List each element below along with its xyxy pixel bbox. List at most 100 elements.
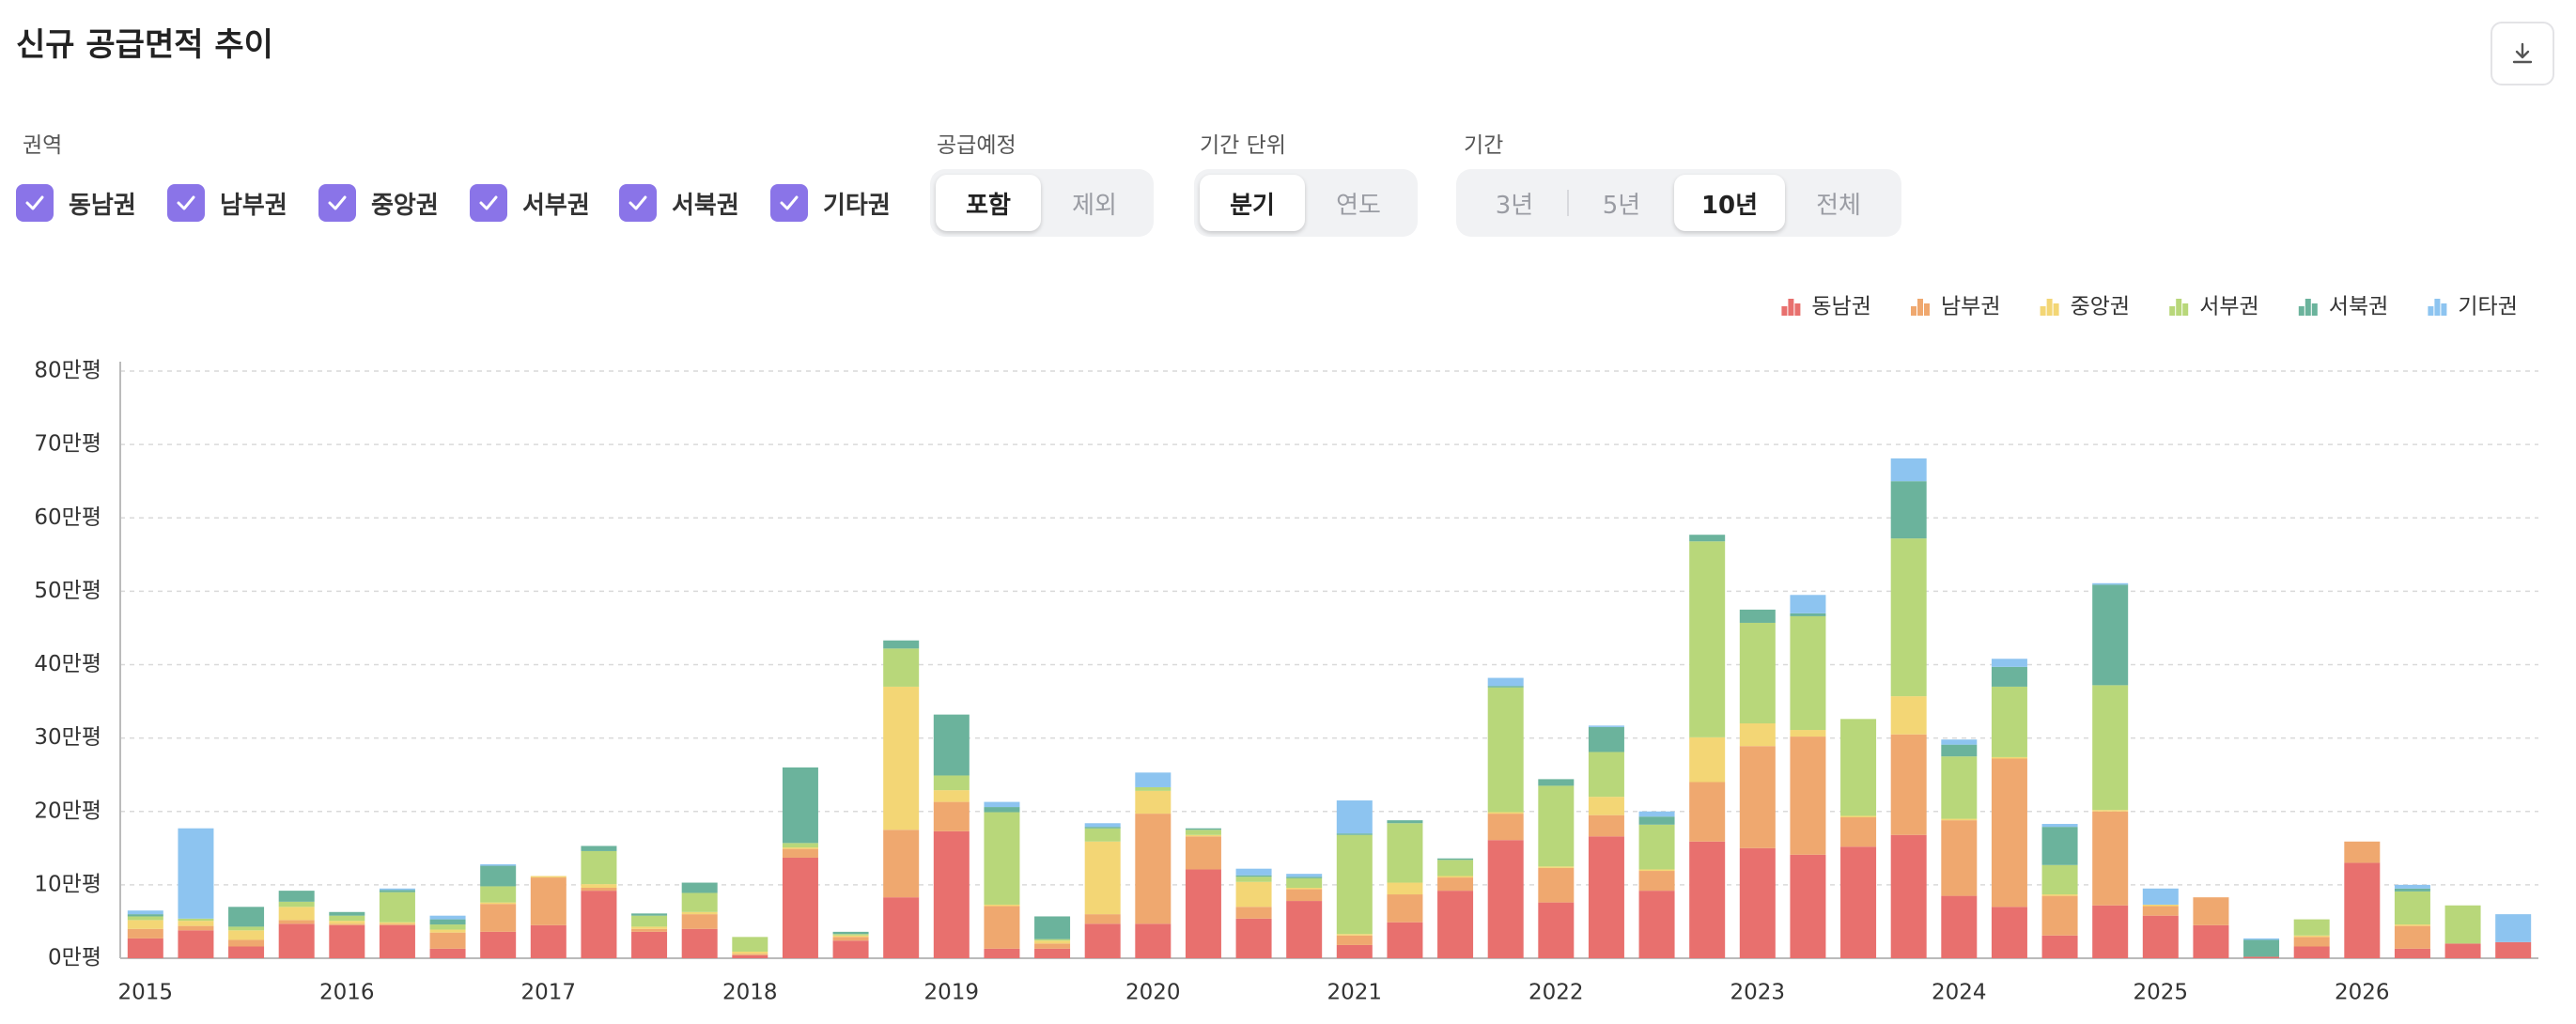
toggle-option[interactable]: 연도 — [1336, 191, 1381, 220]
bar-segment — [2293, 946, 2330, 958]
checkbox[interactable] — [167, 184, 205, 222]
x-tick-label: 2022 — [1529, 981, 1584, 1005]
legend-item — [2428, 299, 2447, 316]
bar-segment — [1034, 943, 1071, 949]
bar-segment — [127, 916, 163, 921]
bar-segment — [1084, 914, 1121, 924]
x-tick-label: 2015 — [118, 981, 174, 1005]
bar-segment — [581, 850, 617, 885]
toggle-option[interactable]: 3년 — [1495, 191, 1534, 220]
check-icon — [479, 195, 498, 210]
bar-segment — [127, 914, 163, 917]
bar-segment — [1588, 725, 1624, 727]
x-tick-label: 2023 — [1730, 981, 1786, 1005]
toggle-option[interactable]: 제외 — [1072, 191, 1117, 220]
bar-segment — [429, 924, 466, 930]
bar-segment — [1739, 609, 1776, 623]
checkbox-label: 중앙권 — [371, 191, 439, 220]
bar-segment — [1840, 719, 1877, 816]
legend-icon — [2182, 303, 2189, 316]
bar-segment — [278, 920, 315, 924]
region-checkbox[interactable]: 남부권 — [167, 184, 287, 222]
bar-segment — [1790, 615, 1826, 731]
bar-segment — [1387, 882, 1423, 895]
bar-segment — [1790, 730, 1826, 737]
bar-segment — [1890, 696, 1927, 735]
period-toggle: 3년 5년 10년 전체 — [1456, 169, 1901, 237]
region-checkbox[interactable]: 서북권 — [619, 184, 739, 222]
toggle-option[interactable]: 포함 — [936, 175, 1041, 231]
legend-icon — [2298, 306, 2304, 316]
bar-segment — [278, 907, 315, 921]
checkbox[interactable] — [318, 184, 356, 222]
bar-segment — [984, 904, 1020, 907]
checkbox[interactable] — [770, 184, 808, 222]
bar-segment — [1084, 823, 1121, 828]
bar-segment — [2394, 891, 2430, 925]
filter-label: 공급예정 — [937, 133, 1016, 158]
bar-segment — [2041, 894, 2078, 896]
legend-label: 서부권 — [2199, 295, 2258, 319]
bar-segment — [581, 888, 617, 892]
legend-icon — [1788, 299, 1794, 316]
legend-icon — [1924, 303, 1930, 316]
bar-segment — [178, 925, 214, 931]
bar-segment — [631, 915, 668, 927]
bar-segment — [2092, 584, 2129, 686]
toggle-option[interactable]: 분기 — [1200, 175, 1305, 231]
checkbox[interactable] — [619, 184, 657, 222]
bar-segment — [2394, 924, 2430, 926]
bar-segment — [379, 922, 415, 924]
bar-segment — [2092, 905, 2129, 958]
bar-segment — [228, 946, 265, 958]
bar-segment — [2092, 811, 2129, 906]
bar-segment — [2394, 925, 2430, 949]
bar-segment — [2394, 884, 2430, 889]
legend-icon — [1911, 306, 1916, 316]
download-button[interactable] — [2491, 22, 2554, 85]
bar-segment — [1034, 940, 1071, 944]
bar-segment — [178, 930, 214, 958]
bar-segment — [1084, 923, 1121, 958]
legend-icon — [2428, 306, 2434, 316]
bar-segment — [1034, 939, 1071, 941]
bar-segment — [2041, 827, 2078, 865]
bar-segment — [1185, 830, 1221, 835]
bar-segment — [1084, 828, 1121, 842]
bar-segment — [1336, 935, 1373, 945]
checkbox-label: 남부권 — [220, 191, 287, 220]
region-checkbox[interactable]: 중앙권 — [318, 184, 439, 222]
region-checkbox[interactable]: 서부권 — [470, 184, 590, 222]
bar-segment — [379, 923, 415, 925]
checkbox[interactable] — [470, 184, 507, 222]
region-checkbox[interactable]: 기타권 — [770, 184, 891, 222]
bar-segment — [1588, 797, 1624, 815]
toggle-option[interactable]: 5년 — [1602, 191, 1641, 220]
bar-segment — [1135, 923, 1172, 958]
legend-icon — [1794, 303, 1801, 316]
bar-segment — [2041, 864, 2078, 895]
toggle-option[interactable]: 전체 — [1816, 191, 1861, 220]
checkbox-label: 서북권 — [672, 191, 739, 220]
x-tick-label: 2016 — [319, 981, 375, 1005]
bar-segment — [2092, 582, 2129, 585]
region-checkbox[interactable]: 동남권 — [16, 184, 136, 222]
bar-segment — [1387, 894, 1423, 923]
legend-icon — [1781, 306, 1788, 316]
bar-segment — [984, 948, 1020, 958]
bar-segment — [1991, 756, 2027, 759]
bar-segment — [933, 830, 970, 958]
bar-segment — [1890, 481, 1927, 539]
bar-segment — [2243, 956, 2280, 958]
bar-segment — [984, 807, 1020, 813]
bar-segment — [1336, 833, 1373, 835]
legend-icon — [2434, 299, 2441, 316]
bar-segment — [1135, 814, 1172, 924]
check-icon — [328, 195, 347, 210]
bar-segment — [782, 843, 818, 848]
bar-segment — [1840, 817, 1877, 847]
y-tick-label: 70만평 — [34, 432, 101, 457]
checkbox[interactable] — [16, 184, 54, 222]
toggle-option[interactable]: 10년 — [1674, 175, 1785, 231]
